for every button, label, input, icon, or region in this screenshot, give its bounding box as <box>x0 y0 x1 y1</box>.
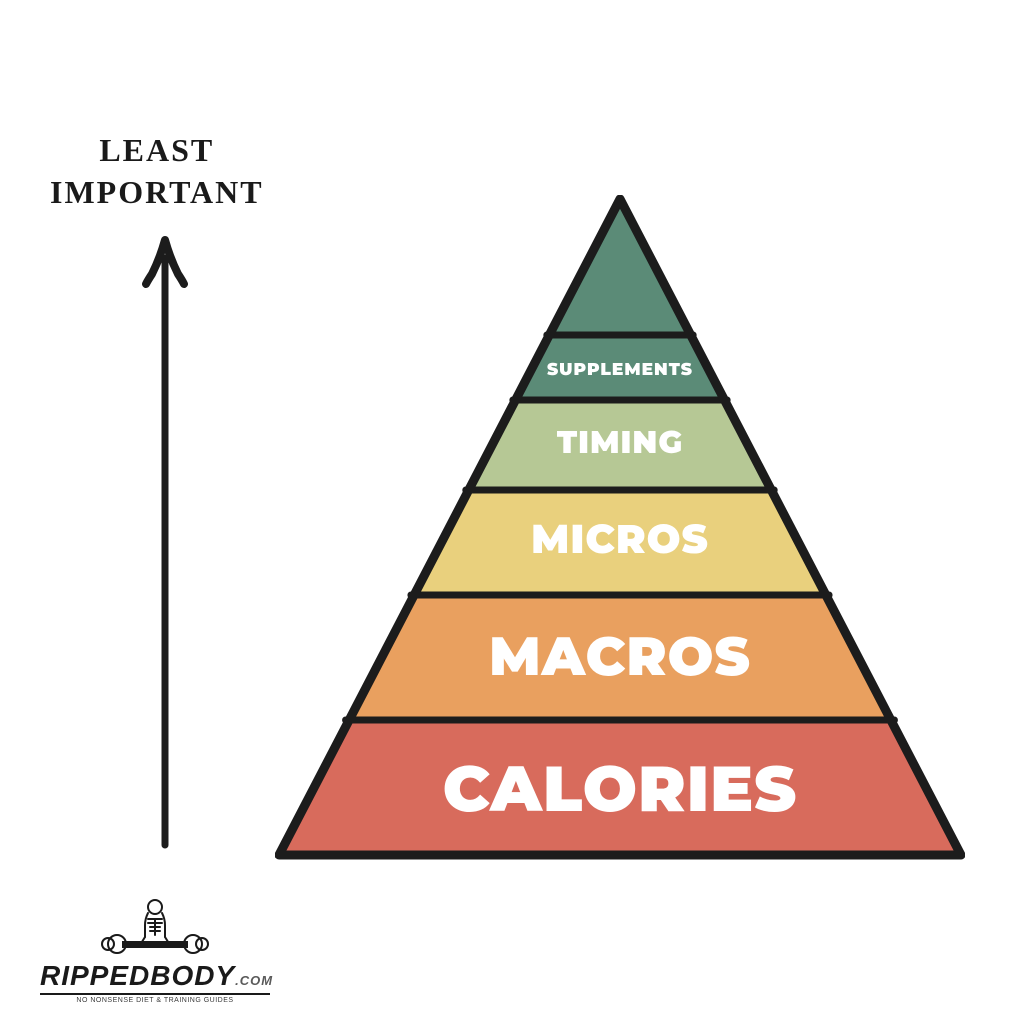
logo-suffix-text: .COM <box>235 973 273 988</box>
importance-arrow <box>140 230 190 850</box>
pyramid-layer-micros: MICROS <box>531 515 709 564</box>
label-line-1: LEAST <box>50 130 264 172</box>
label-line-2: IMPORTANT <box>50 172 264 214</box>
pyramid-layer-supplements: SUPPLEMENTS <box>547 360 693 380</box>
pyramid-layer-calories: CALORIES <box>443 750 797 828</box>
importance-label: LEAST IMPORTANT <box>50 130 264 213</box>
logo-tagline: NO NONSENSE DIET & TRAINING GUIDES <box>40 997 270 1004</box>
brand-logo: RIPPEDBODY.COM NO NONSENSE DIET & TRAINI… <box>40 895 270 1004</box>
pyramid-layer-macros: MACROS <box>489 623 751 689</box>
logo-main-text: RIPPEDBODY <box>40 960 235 991</box>
pyramid-layer-timing: TIMING <box>557 423 683 461</box>
nutrition-pyramid: CALORIES MACROS MICROS TIMING SUPPLEMENTS <box>275 195 965 855</box>
logo-icon <box>95 895 215 960</box>
